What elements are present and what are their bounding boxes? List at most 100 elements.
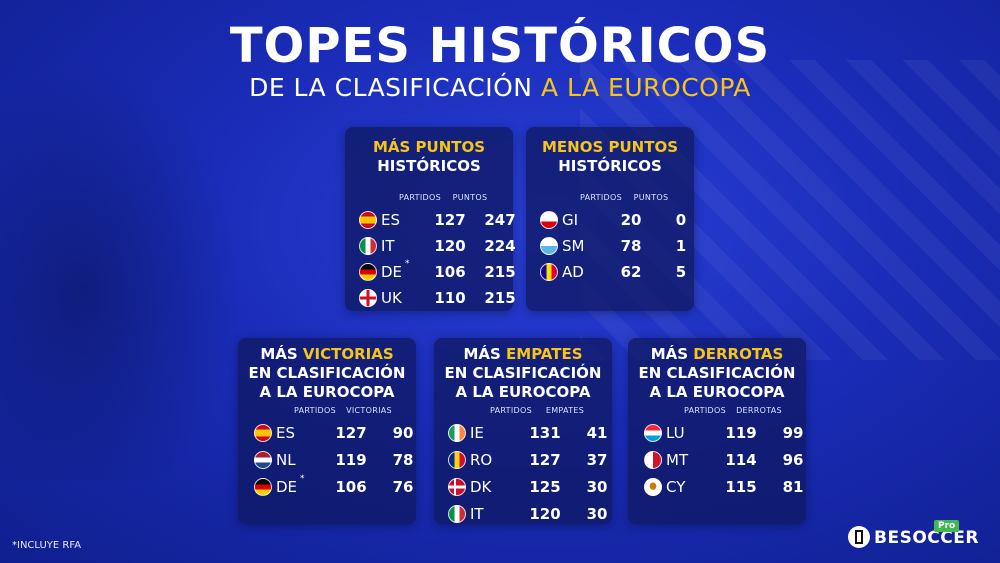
table-row: SM 78 1: [540, 235, 700, 257]
value-partidos: 120: [434, 237, 466, 255]
table-row: DE * 106 215: [359, 259, 519, 283]
value-stat: 90: [392, 424, 414, 442]
title-highlight: DERROTAS: [693, 345, 784, 363]
flag-sm-icon: [540, 237, 558, 255]
card-title-line1: MENOS PUNTOS: [541, 138, 679, 156]
value-partidos: 78: [620, 237, 642, 255]
table-row: CY 115 81: [644, 476, 804, 498]
card-title-line1: MÁS VICTORIAS: [238, 345, 416, 364]
value-stat: 37: [586, 451, 608, 469]
header-partidos: PARTIDOS: [399, 193, 441, 202]
value-stat: 215: [484, 263, 516, 281]
country-code: IE: [470, 424, 484, 442]
footnote: *INCLUYE RFA: [12, 540, 82, 551]
value-partidos: 120: [529, 505, 561, 523]
brand-badge: Pro: [934, 520, 960, 532]
card-title: MÁS EMPATES EN CLASIFICACIÓN A LA EUROCO…: [434, 345, 612, 402]
value-stat: 215: [484, 289, 516, 307]
country-code: LU: [666, 424, 685, 442]
card-title-line1: MÁS DERROTAS: [628, 345, 806, 364]
card-menos-puntos: MENOS PUNTOS HISTÓRICOS PARTIDOS PUNTOS …: [526, 127, 694, 311]
table-row: LU 119 99: [644, 422, 804, 444]
value-stat: 0: [675, 211, 687, 229]
brand-name: BESOCCER: [874, 528, 979, 548]
title-prefix: MÁS: [650, 345, 694, 363]
value-stat: 41: [586, 424, 608, 442]
header-derrotas: DERROTAS: [736, 406, 782, 415]
flag-gi-icon: [540, 211, 558, 229]
brand-logo: BESOCCER Pro: [848, 520, 988, 552]
flag-lu-icon: [644, 424, 662, 442]
trophy-silhouette: [0, 60, 240, 480]
flag-ad-icon: [540, 263, 558, 281]
country-code: ES: [381, 211, 400, 229]
header-victorias: VICTORIAS: [346, 406, 392, 415]
flag-ie-icon: [448, 424, 466, 442]
country-code: NL: [276, 451, 296, 469]
card-title: MÁS VICTORIAS EN CLASIFICACIÓN A LA EURO…: [238, 345, 416, 402]
value-partidos: 114: [725, 451, 757, 469]
value-partidos: 115: [725, 478, 757, 496]
value-stat: 247: [484, 211, 516, 229]
subtitle-highlight: A LA EUROCOPA: [540, 73, 751, 102]
card-title: MÁS PUNTOS HISTÓRICOS: [345, 138, 513, 176]
flag-es-icon: [254, 424, 272, 442]
flag-dk-icon: [448, 478, 466, 496]
table-row: NL 119 78: [254, 449, 414, 471]
country-code: AD: [562, 263, 584, 281]
header-puntos: PUNTOS: [633, 193, 669, 202]
value-stat: 30: [586, 478, 608, 496]
country-code: DE: [276, 478, 298, 496]
value-stat: 96: [782, 451, 804, 469]
value-partidos: 125: [529, 478, 561, 496]
flag-nl-icon: [254, 451, 272, 469]
country-footnote-mark: *: [405, 259, 410, 269]
soccer-ball-icon: [848, 526, 870, 548]
flag-it-icon: [359, 237, 377, 255]
flag-mt-icon: [644, 451, 662, 469]
table-row: IT 120 30: [448, 503, 608, 525]
table-row: AD 62 5: [540, 261, 700, 283]
card-title-line1: MÁS PUNTOS: [372, 138, 486, 156]
page-title: TOPES HISTÓRICOS: [229, 18, 771, 74]
title-prefix: MÁS: [260, 345, 303, 363]
card-title-line1: MÁS EMPATES: [434, 345, 612, 364]
country-code: DE: [381, 263, 403, 281]
header-partidos: PARTIDOS: [580, 193, 622, 202]
flag-de-icon: [359, 263, 377, 281]
card-title-line3: A LA EUROCOPA: [649, 383, 785, 401]
value-partidos: 62: [620, 263, 642, 281]
country-code: IT: [470, 505, 484, 523]
title-highlight: EMPATES: [506, 345, 583, 363]
title-prefix: MÁS: [463, 345, 507, 363]
value-partidos: 127: [434, 211, 466, 229]
value-stat: 5: [675, 263, 687, 281]
country-code: CY: [666, 478, 686, 496]
country-code: UK: [381, 289, 402, 307]
flag-ro-icon: [448, 451, 466, 469]
country-code: SM: [562, 237, 585, 255]
value-stat: 1: [675, 237, 687, 255]
country-footnote-mark: *: [300, 474, 305, 484]
value-stat: 30: [586, 505, 608, 523]
value-stat: 76: [392, 478, 414, 496]
page-subtitle: DE LA CLASIFICACIÓN A LA EUROCOPA: [0, 72, 1000, 104]
table-row: MT 114 96: [644, 449, 804, 471]
card-title: MÁS DERROTAS EN CLASIFICACIÓN A LA EUROC…: [628, 345, 806, 402]
table-row: DE * 106 76: [254, 474, 414, 498]
card-title-line2: EN CLASIFICACIÓN: [248, 364, 406, 382]
card-title: MENOS PUNTOS HISTÓRICOS: [526, 138, 694, 176]
flag-it-icon: [448, 505, 466, 523]
value-partidos: 110: [434, 289, 466, 307]
table-row: IT 120 224: [359, 235, 519, 257]
header-empates: EMPATES: [545, 406, 585, 415]
table-row: RO 127 37: [448, 449, 608, 471]
card-mas-victorias: MÁS VICTORIAS EN CLASIFICACIÓN A LA EURO…: [238, 338, 416, 524]
table-row: UK 110 215: [359, 287, 519, 309]
card-title-line2: HISTÓRICOS: [377, 157, 481, 175]
flag-es-icon: [359, 211, 377, 229]
value-partidos: 119: [335, 451, 367, 469]
table-row: IE 131 41: [448, 422, 608, 444]
value-stat: 78: [392, 451, 414, 469]
value-partidos: 106: [434, 263, 466, 281]
